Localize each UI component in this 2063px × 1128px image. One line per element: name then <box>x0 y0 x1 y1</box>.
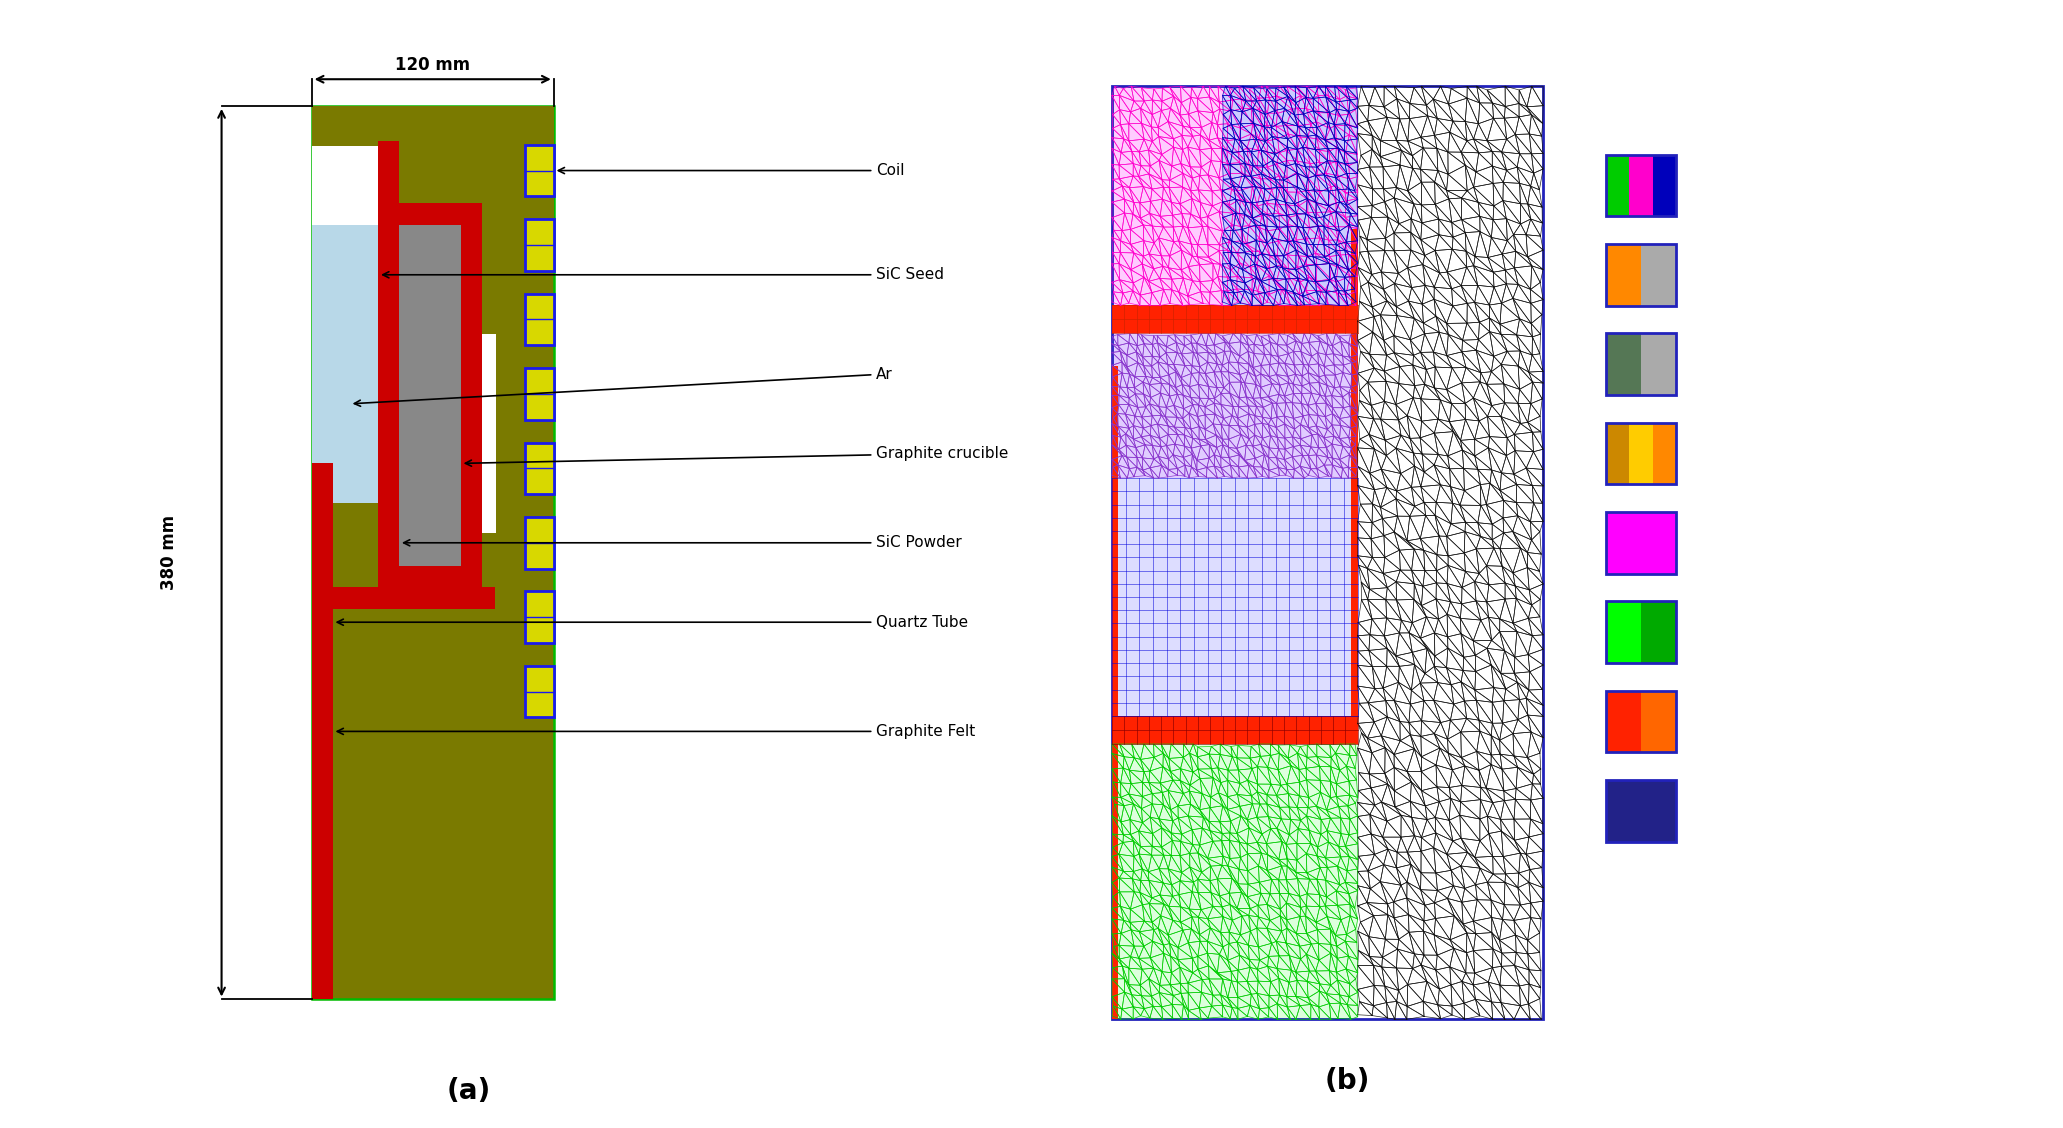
Bar <box>1112 86 1543 1020</box>
Text: Ar: Ar <box>355 367 893 406</box>
Bar <box>1223 86 1357 306</box>
Bar <box>1351 229 1357 724</box>
Bar <box>1642 601 1677 663</box>
Text: Coil: Coil <box>559 164 906 178</box>
Bar <box>1112 716 1357 744</box>
Bar <box>526 293 553 345</box>
Bar <box>392 146 553 226</box>
Bar <box>1605 781 1677 841</box>
Bar <box>526 666 553 717</box>
Text: Graphite Felt: Graphite Felt <box>336 724 976 739</box>
Bar <box>1605 781 1677 841</box>
Bar <box>526 219 553 271</box>
Text: Graphite crucible: Graphite crucible <box>466 446 1009 466</box>
Bar <box>481 334 495 532</box>
Bar <box>1605 334 1642 395</box>
Bar <box>1605 601 1642 663</box>
Bar <box>378 141 398 588</box>
Bar <box>1652 423 1677 484</box>
Text: Quartz Tube: Quartz Tube <box>336 615 968 629</box>
Bar <box>1112 86 1357 306</box>
Bar <box>1605 244 1642 306</box>
Bar <box>1605 690 1642 752</box>
Bar <box>378 565 481 588</box>
Bar <box>1112 367 1118 1020</box>
Text: (b): (b) <box>1324 1067 1370 1095</box>
Bar <box>1112 306 1357 334</box>
Text: 120 mm: 120 mm <box>396 56 470 74</box>
Bar <box>1112 334 1357 478</box>
Text: (a): (a) <box>446 1076 491 1104</box>
Bar <box>1605 601 1677 663</box>
Bar <box>1605 423 1677 484</box>
Bar <box>526 442 553 494</box>
Bar <box>1605 334 1677 395</box>
Bar <box>312 464 332 999</box>
Bar <box>1630 423 1652 484</box>
Bar <box>1630 155 1652 217</box>
Bar <box>1605 512 1677 573</box>
Bar <box>1642 334 1677 395</box>
Bar <box>460 210 481 588</box>
Text: 380 mm: 380 mm <box>161 515 177 590</box>
Bar <box>1605 690 1677 752</box>
Bar <box>526 368 553 420</box>
Bar <box>1112 744 1357 1020</box>
Bar <box>1112 306 1357 334</box>
Bar <box>1605 512 1677 573</box>
Text: SiC Powder: SiC Powder <box>404 536 961 550</box>
Bar <box>1605 155 1630 217</box>
Bar <box>312 106 553 999</box>
Bar <box>1605 423 1630 484</box>
Bar <box>312 106 392 226</box>
Bar <box>1605 155 1677 217</box>
Bar <box>1652 155 1677 217</box>
Bar <box>526 517 553 569</box>
Text: SiC Seed: SiC Seed <box>384 267 945 282</box>
Bar <box>1357 86 1543 1020</box>
Bar <box>378 203 481 226</box>
Bar <box>526 144 553 196</box>
Bar <box>312 106 553 146</box>
Bar <box>398 226 460 565</box>
Bar <box>1605 244 1677 306</box>
Bar <box>1112 478 1357 716</box>
Bar <box>312 588 495 609</box>
Bar <box>526 591 553 643</box>
Bar <box>312 106 464 503</box>
Bar <box>1642 690 1677 752</box>
Bar <box>1642 244 1677 306</box>
